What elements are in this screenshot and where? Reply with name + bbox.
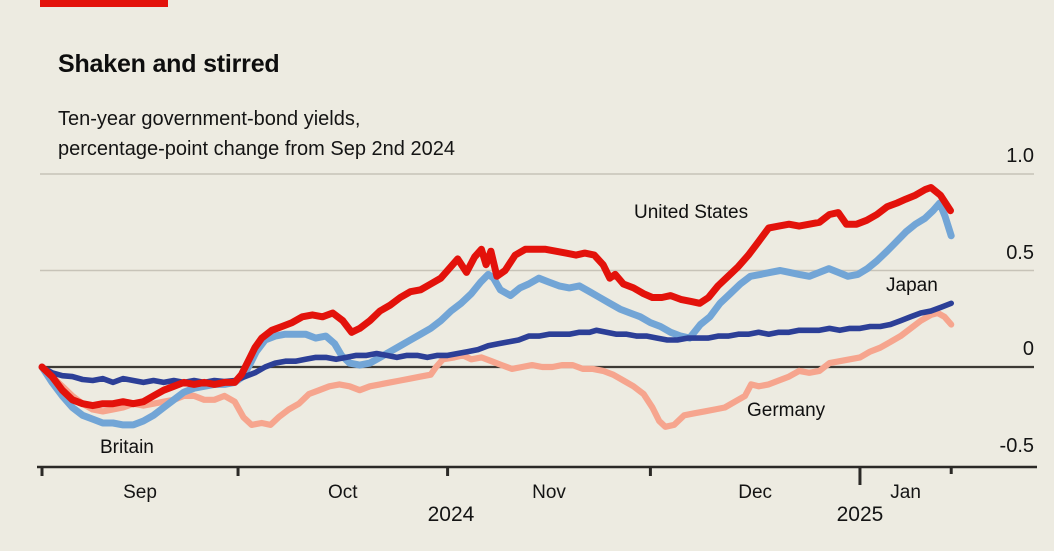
chart-subtitle: Ten-year government-bond yields, percent… [58,104,455,164]
x-year-label-2025: 2025 [836,503,884,526]
y-tick-label-0: 0 [1022,338,1034,360]
series-line-britain [38,199,955,429]
x-month-label-dec: Dec [738,482,773,503]
subtitle-line-2: percentage-point change from Sep 2nd 202… [58,138,455,160]
series-label-britain: Britain [100,437,154,458]
series-label-japan: Japan [886,275,938,296]
chart-title: Shaken and stirred [58,49,280,78]
series-label-united-states: United States [634,202,749,223]
series-line-germany [38,309,955,430]
x-year-label-2024: 2024 [427,503,475,526]
y-tick-label-1.0: 1.0 [1006,145,1034,167]
x-month-label-nov: Nov [532,482,566,503]
y-tick-label-0.5: 0.5 [1006,241,1034,264]
y-tick-label--0.5: -0.5 [999,434,1034,457]
x-month-label-sep: Sep [123,482,157,503]
x-month-label-oct: Oct [328,482,358,503]
series-line-united-states [38,184,954,410]
subtitle-line-1: Ten-year government-bond yields, [58,108,361,130]
brand-red-tab [40,0,168,7]
series-line-japan [39,300,955,386]
x-month-label-jan: Jan [890,482,921,503]
series-label-germany: Germany [747,400,826,421]
